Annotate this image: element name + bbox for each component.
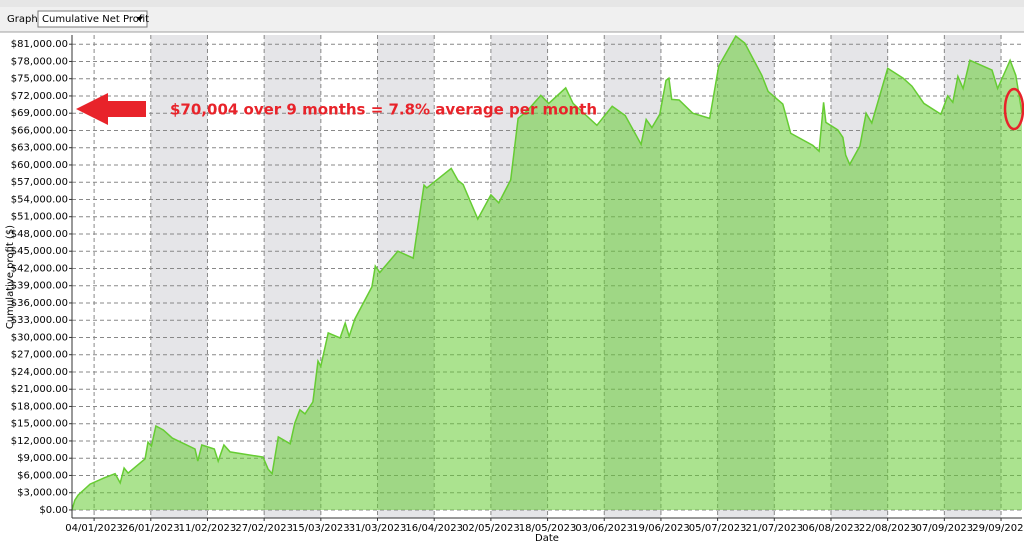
x-tick-label: 19/06/2023 — [632, 523, 690, 534]
y-tick-label: $66,000.00 — [11, 125, 68, 136]
x-tick-label: 22/08/2023 — [859, 523, 917, 534]
select-arrow[interactable] — [136, 17, 143, 21]
annotation: $70,004 over 9 months = 7.8% average per… — [170, 101, 597, 119]
y-tick-label: $60,000.00 — [11, 160, 68, 171]
y-tick-label: $27,000.00 — [11, 350, 68, 361]
y-tick-label: $54,000.00 — [11, 194, 68, 205]
x-tick-label: 05/07/2023 — [689, 523, 747, 534]
x-tick-label: 29/09/2023 — [972, 523, 1024, 534]
y-tick-label: $45,000.00 — [11, 246, 68, 257]
graph-select-text[interactable]: Cumulative Net Profit — [42, 14, 149, 25]
y-tick-label: $42,000.00 — [11, 263, 68, 274]
y-tick-label: $48,000.00 — [11, 229, 68, 240]
y-tick-label: $81,000.00 — [11, 39, 68, 50]
x-tick-label: 07/09/2023 — [916, 523, 974, 534]
y-tick-label: $3,000.00 — [17, 488, 68, 499]
x-tick-label: 06/08/2023 — [802, 523, 860, 534]
y-tick-label: $18,000.00 — [11, 401, 68, 412]
y-axis-label: Cumulative profit ($) — [5, 225, 16, 329]
x-tick-label: 27/02/2023 — [235, 523, 293, 534]
y-tick-label: $0.00 — [39, 505, 68, 516]
y-tick-label: $12,000.00 — [11, 436, 68, 447]
area-line — [71, 34, 1023, 511]
y-tick-label: $69,000.00 — [11, 108, 68, 119]
y-tick-label: $72,000.00 — [11, 91, 68, 102]
y-tick-label: $24,000.00 — [11, 367, 68, 378]
y-tick-label: $36,000.00 — [11, 298, 68, 309]
x-tick-label: 15/03/2023 — [292, 523, 350, 534]
plot: $0.00 $3,000.00 $6,000.00 $9,000.00 $12,000.… — [11, 34, 1024, 534]
y-tick-label: $75,000.00 — [11, 74, 68, 85]
y-tick-label: $6,000.00 — [17, 470, 68, 481]
x-tick-label: 21/07/2023 — [745, 523, 803, 534]
y-tick-label: $9,000.00 — [17, 453, 68, 464]
x-tick-label: 18/05/2023 — [519, 523, 577, 534]
highlight-ellipse — [1003, 87, 1024, 131]
x-tick-label: 04/01/2023 — [65, 523, 123, 534]
x-tick-label: 03/06/2023 — [575, 523, 633, 534]
top-strip — [0, 0, 1024, 7]
x-tick-label: 31/03/2023 — [349, 523, 407, 534]
x-tick-label: 11/02/2023 — [179, 523, 237, 534]
y-tick-label: $30,000.00 — [11, 332, 68, 343]
x-tick-label: 02/05/2023 — [462, 523, 520, 534]
y-tick-label: $15,000.00 — [11, 419, 68, 430]
toolbar — [0, 7, 1024, 32]
annotation-arrow — [76, 93, 146, 125]
y-tick-label: $51,000.00 — [11, 212, 68, 223]
y-tick-label: $21,000.00 — [11, 384, 68, 395]
y-tick-label: $39,000.00 — [11, 281, 68, 292]
toolbar-label: Graph — [7, 14, 38, 25]
x-tick-label: 16/04/2023 — [405, 523, 463, 534]
x-tick-label: 26/01/2023 — [122, 523, 180, 534]
y-tick-label: $33,000.00 — [11, 315, 68, 326]
y-tick-label: $78,000.00 — [11, 56, 68, 67]
x-axis-label: Date — [535, 533, 559, 542]
area-fill — [72, 36, 1022, 510]
y-tick-label: $57,000.00 — [11, 177, 68, 188]
graph-select[interactable] — [37, 10, 148, 28]
y-tick-label: $63,000.00 — [11, 143, 68, 154]
